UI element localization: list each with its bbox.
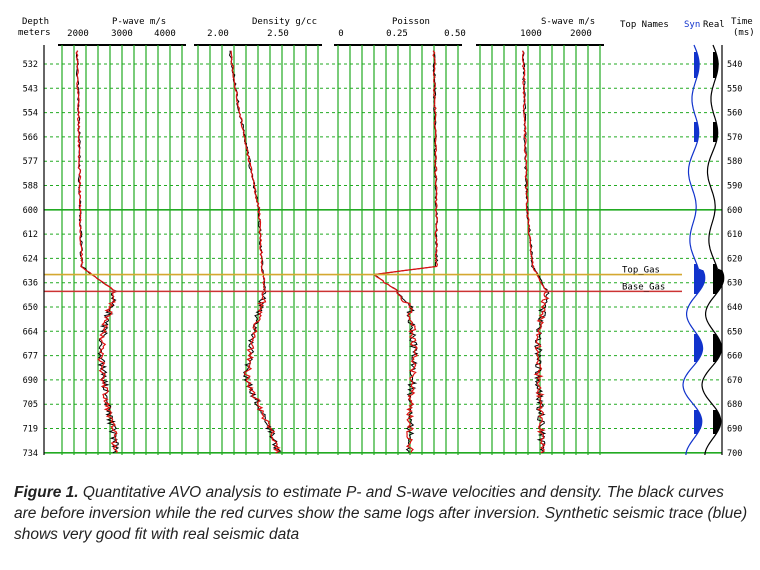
time-tick-label: 550 <box>727 84 742 94</box>
depth-axis-header: Depth meters <box>18 17 51 38</box>
depth-tick-label: 705 <box>23 400 38 410</box>
figure-caption: Figure 1. Quantitative AVO analysis to e… <box>14 482 749 545</box>
track-tick-label: 0 <box>338 29 343 39</box>
track-tick-label: 0.50 <box>444 29 466 39</box>
time-tick-label: 690 <box>727 425 742 435</box>
time-tick-label: 700 <box>727 449 742 459</box>
caption-lead: Figure 1. <box>14 484 79 501</box>
curve-before-inversion <box>75 50 120 454</box>
track-title: Density g/cc <box>252 17 317 27</box>
depth-header-line-1: Depth <box>22 17 49 27</box>
time-tick-label: 580 <box>727 157 742 167</box>
time-tick-label: 680 <box>727 400 742 410</box>
log-tracks: P-wave m/s 2000 3000 4000 Density g/cc 2.00 2.… <box>58 17 604 455</box>
time-tick-label: 650 <box>727 327 742 337</box>
track-tick-label: 2.50 <box>267 29 289 39</box>
time-tick-label: 620 <box>727 254 742 264</box>
log-track: P-wave m/s 2000 3000 4000 <box>58 17 186 455</box>
track-tick-label: 2000 <box>570 29 592 39</box>
depth-tick-label: 719 <box>23 425 38 435</box>
real-trace <box>701 44 725 456</box>
depth-tick-label: 543 <box>23 84 38 94</box>
horizon-label: Base_Gas <box>622 282 665 292</box>
log-track: S-wave m/s 1000 2000 <box>476 17 604 455</box>
time-tick-label: 540 <box>727 60 742 70</box>
log-track: Poisson 0 0.25 0.50 <box>334 17 466 455</box>
track-tick-label: 4000 <box>154 29 176 39</box>
depth-tick-label: 734 <box>23 449 38 459</box>
real-label: Real <box>703 20 725 30</box>
depth-tick-label: 690 <box>23 376 38 386</box>
depth-tick-label: 554 <box>23 109 38 119</box>
time-tick-label: 570 <box>727 133 742 143</box>
curve-before-inversion <box>228 50 282 454</box>
curve-after-inversion <box>75 50 118 454</box>
curve-after-inversion <box>372 50 439 453</box>
curve-before-inversion <box>371 50 439 453</box>
time-header-line-1: Time <box>731 17 753 27</box>
avo-log-figure: Depth meters Time (ms) Top Names Syn Rea… <box>18 17 755 459</box>
syn-label: Syn <box>684 20 700 30</box>
track-tick-label: 1000 <box>520 29 542 39</box>
time-tick-label: 630 <box>727 279 742 289</box>
track-title: P-wave m/s <box>112 17 166 27</box>
depth-tick-label: 636 <box>23 279 38 289</box>
seismic-traces <box>682 44 725 456</box>
horizon-label: Top_Gas <box>622 266 660 276</box>
time-axis-header: Time (ms) <box>731 17 755 38</box>
log-track: Density g/cc 2.00 2.50 <box>194 17 322 455</box>
depth-tick-label: 532 <box>23 60 38 70</box>
track-title: Poisson <box>392 17 430 27</box>
depth-tick-label: 650 <box>23 303 38 313</box>
horizon-markers: Top_Gas Base_Gas <box>44 266 682 292</box>
depth-header-line-2: meters <box>18 28 51 38</box>
time-tick-label: 640 <box>727 303 742 313</box>
depth-tick-label: 664 <box>23 327 38 337</box>
track-tick-label: 0.25 <box>386 29 408 39</box>
grid-layer <box>44 63 722 454</box>
caption-text: Quantitative AVO analysis to estimate P-… <box>14 484 748 543</box>
time-header-line-2: (ms) <box>733 28 755 38</box>
track-tick-label: 3000 <box>111 29 133 39</box>
curve-before-inversion <box>521 50 550 454</box>
track-tick-label: 2000 <box>67 29 89 39</box>
time-tick-label: 560 <box>727 109 742 119</box>
time-tick-label: 590 <box>727 182 742 192</box>
depth-tick-label: 624 <box>23 254 38 264</box>
depth-time-axes: 532 540 543 550 554 560 566 570 577 580 588 590 600 6… <box>23 45 742 459</box>
time-tick-label: 610 <box>727 230 742 240</box>
time-tick-label: 660 <box>727 352 742 362</box>
time-tick-label: 670 <box>727 376 742 386</box>
curve-after-inversion <box>230 50 281 454</box>
depth-tick-label: 566 <box>23 133 38 143</box>
synthetic-trace <box>682 44 706 456</box>
top-names-title: Top Names <box>620 20 669 30</box>
depth-tick-label: 600 <box>23 206 38 216</box>
depth-tick-label: 612 <box>23 230 38 240</box>
depth-tick-label: 588 <box>23 182 38 192</box>
depth-tick-label: 677 <box>23 352 38 362</box>
track-tick-label: 2.00 <box>207 29 229 39</box>
curve-after-inversion <box>521 50 550 454</box>
track-title: S-wave m/s <box>541 17 595 27</box>
depth-tick-label: 577 <box>23 157 38 167</box>
time-tick-label: 600 <box>727 206 742 216</box>
